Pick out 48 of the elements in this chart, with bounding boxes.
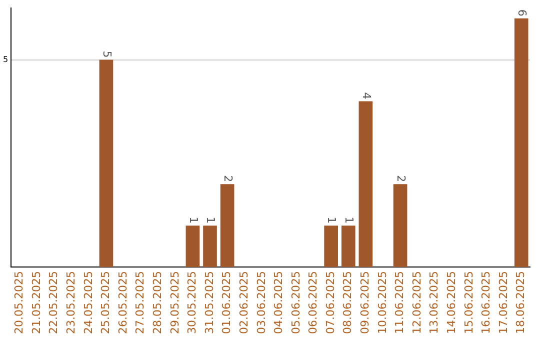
x-tick-label: 01.06.2025: [220, 271, 234, 334]
x-tick-label: 02.06.2025: [237, 271, 250, 334]
x-tick-label: 29.05.2025: [168, 271, 182, 334]
x-tick-label: 27.05.2025: [134, 271, 147, 334]
bar: [99, 60, 114, 268]
x-tick-label: 09.06.2025: [358, 271, 372, 334]
x-tick-label: 25.05.2025: [99, 271, 112, 334]
data-label: 1: [186, 216, 200, 224]
data-label: 1: [325, 216, 338, 224]
x-tick-label: 15.06.2025: [462, 271, 476, 334]
x-tick-label: 26.05.2025: [116, 271, 130, 334]
data-label: 2: [221, 175, 234, 182]
x-tick-label: 08.06.2025: [341, 271, 354, 334]
bar: [514, 18, 528, 268]
data-label: 5: [100, 50, 114, 58]
x-tick-label: 17.06.2025: [496, 271, 510, 334]
x-tick-label: 22.05.2025: [47, 271, 60, 334]
x-tick-label: 20.05.2025: [12, 271, 26, 334]
x-tick-label: 06.06.2025: [306, 271, 320, 334]
bar: [324, 226, 338, 268]
x-tick-label: 04.06.2025: [272, 271, 286, 334]
x-tick-label: 12.06.2025: [410, 271, 424, 334]
x-tick-label: 30.05.2025: [186, 271, 199, 334]
bar: [186, 226, 200, 268]
x-tick-label: 23.05.2025: [64, 271, 78, 334]
bar: [341, 226, 356, 268]
x-tick-label: 11.06.2025: [393, 271, 406, 334]
x-tick-label: 03.06.2025: [254, 271, 268, 334]
data-label: 1: [342, 216, 356, 224]
x-tick-label: 14.06.2025: [445, 271, 458, 334]
x-tick-label: 28.05.2025: [150, 271, 164, 334]
data-label: 2: [394, 175, 408, 182]
x-tick-label: 10.06.2025: [376, 271, 389, 334]
x-tick-label: 21.05.2025: [30, 271, 43, 334]
bar: [393, 184, 408, 268]
bar: [203, 226, 217, 268]
x-tick-label: 07.06.2025: [324, 271, 337, 334]
x-tick-label: 18.06.2025: [514, 271, 528, 334]
x-tick-label: 05.06.2025: [289, 271, 302, 334]
data-label: 6: [515, 9, 528, 16]
x-tick-label: 13.06.2025: [428, 271, 441, 334]
bar: [220, 184, 234, 268]
x-tick-label: 16.06.2025: [480, 271, 493, 334]
bar: [358, 101, 373, 268]
x-tick-label: 31.05.2025: [202, 271, 216, 334]
x-tick-label: 24.05.2025: [82, 271, 95, 334]
data-label: 4: [360, 92, 373, 100]
data-label: 1: [204, 216, 218, 224]
